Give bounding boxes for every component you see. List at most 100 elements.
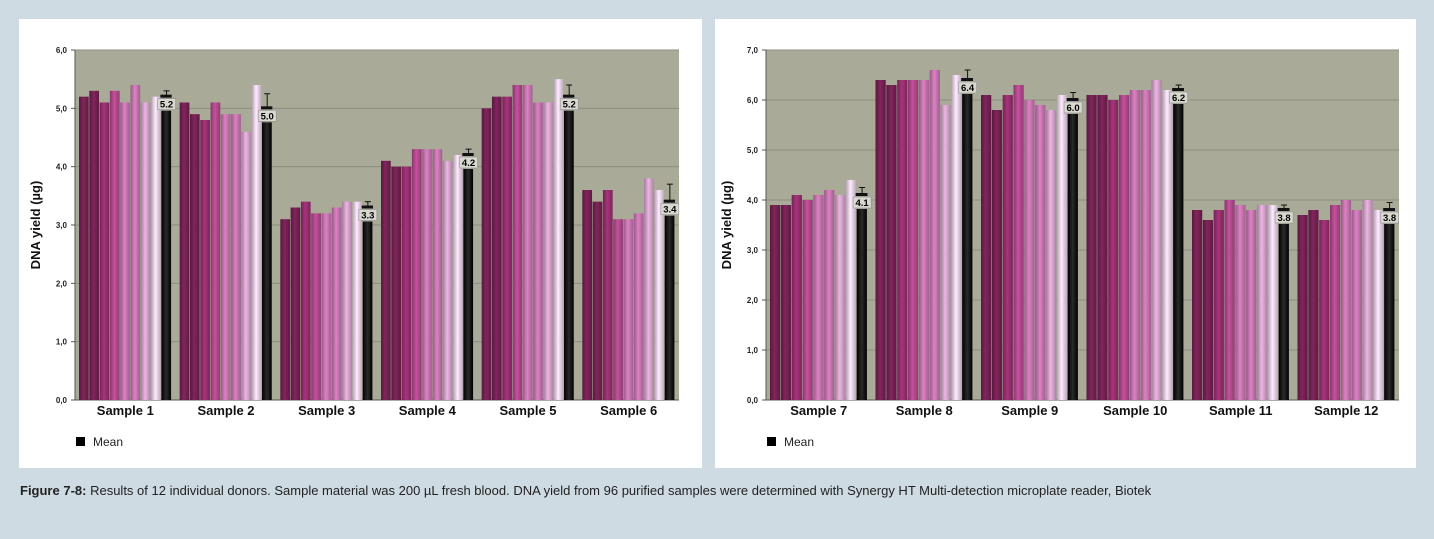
y-tick-label: 5,0: [56, 104, 68, 113]
donor-bar: [644, 178, 654, 400]
y-axis-label: DNA yield (µg): [719, 181, 734, 270]
mean-label: 5.2: [563, 100, 576, 111]
donor-bar: [1202, 220, 1214, 400]
x-tick-label: Sample 4: [399, 403, 457, 418]
donor-bar: [189, 114, 200, 401]
donor-bar: [422, 149, 432, 400]
donor-bar: [290, 207, 301, 400]
donor-bar: [940, 105, 951, 400]
y-tick-label: 3,0: [747, 246, 759, 255]
mean-marker: [663, 199, 675, 203]
mean-label: 5.2: [160, 100, 173, 111]
mean-marker: [961, 78, 973, 81]
mean-marker: [462, 153, 474, 156]
chart-panel-right: 0,0 1,0 2,0 3,0 4,0 5,0 6,0 7,0 DNA yield (µg) 4.…: [715, 19, 1416, 468]
donor-bar: [951, 75, 962, 400]
donor-bar: [770, 205, 781, 400]
donor-bar: [179, 102, 190, 400]
donor-bar: [623, 219, 634, 400]
donor-bar: [802, 200, 813, 400]
donor-bar: [1373, 210, 1384, 400]
mean-marker: [160, 94, 172, 98]
donor-bar: [791, 195, 802, 400]
mean-label-box: [958, 81, 977, 94]
donor-bar: [522, 85, 533, 400]
donor-bar: [1086, 95, 1097, 400]
y-tick-label: 7,0: [747, 46, 759, 55]
donor-bar: [453, 155, 463, 400]
donor-bar: [311, 213, 321, 400]
y-tick-label: 6,0: [56, 46, 68, 55]
y-tick-label: 0,0: [747, 396, 759, 405]
x-tick-label: Sample 1: [97, 403, 154, 418]
donor-bar: [1319, 220, 1330, 400]
figure-caption-label: Figure 7-8:: [20, 483, 87, 498]
donor-bar: [432, 149, 443, 400]
donor-bar: [1129, 90, 1141, 400]
mean-marker: [1066, 98, 1079, 101]
donor-bar: [1351, 210, 1362, 400]
donor-bar: [553, 79, 564, 401]
mean-label: 4.1: [855, 198, 869, 209]
donor-bar: [1330, 205, 1341, 400]
mean-label: 6.4: [961, 83, 975, 94]
mean-bar: [1173, 104, 1184, 400]
x-tick-label: Sample 5: [499, 403, 556, 418]
donor-bar: [1140, 90, 1151, 400]
mean-label-box: [358, 209, 378, 221]
donor-bar: [824, 190, 835, 400]
chart-right: 0,0 1,0 2,0 3,0 4,0 5,0 6,0 7,0 DNA yield (µg) 4.…: [719, 46, 1399, 449]
donor-bar: [79, 96, 89, 401]
mean-label-box: [660, 203, 680, 215]
mean-marker: [261, 106, 273, 110]
mean-bar: [1384, 224, 1395, 400]
figure-caption-text: Results of 12 individual donors. Sample …: [86, 483, 1152, 498]
mean-bar: [362, 221, 373, 400]
mean-label: 6.0: [1066, 103, 1079, 114]
mean-label-box: [1063, 101, 1083, 114]
donor-bar: [1297, 215, 1308, 400]
donor-bar: [1056, 95, 1068, 400]
donor-bar: [331, 207, 342, 400]
mean-label-box: [559, 98, 579, 110]
donor-bar: [582, 190, 593, 400]
mean-label: 3.3: [361, 211, 374, 222]
donor-bar: [602, 190, 613, 400]
donor-bar: [391, 166, 401, 400]
donor-bar: [89, 90, 99, 400]
legend-swatch: [76, 437, 85, 446]
y-tick-label: 3,0: [56, 221, 68, 230]
donor-bar: [200, 120, 210, 400]
mean-bar: [161, 110, 172, 401]
donor-bar: [543, 102, 554, 400]
donor-bar: [231, 114, 241, 401]
donor-bar: [1224, 200, 1235, 400]
donor-bar: [991, 110, 1003, 400]
donor-bar: [533, 102, 543, 400]
mean-label-box: [1169, 91, 1188, 104]
y-tick-label: 6,0: [747, 96, 759, 105]
donor-bar: [875, 80, 886, 400]
x-tick-label: Sample 8: [896, 403, 953, 418]
donor-bar: [1246, 210, 1257, 400]
donor-bar: [342, 201, 352, 400]
legend-swatch: [767, 437, 776, 446]
donor-bar: [886, 85, 897, 400]
mean-label: 3.8: [1383, 213, 1396, 224]
mean-bar: [1278, 224, 1289, 400]
donor-bar: [401, 166, 412, 400]
donor-bar: [654, 190, 665, 400]
x-tick-label: Sample 7: [790, 403, 847, 418]
mean-marker: [1277, 208, 1290, 211]
donor-bar: [1024, 100, 1035, 400]
mean-label: 3.8: [1277, 213, 1290, 224]
y-tick-label: 2,0: [56, 279, 68, 288]
plot-area: [766, 50, 1399, 400]
chart-panel-left: 0,0 1,0 2,0 3,0 4,0 5,0 6,0 DNA yield (µg) 5.2 Sa…: [19, 19, 702, 468]
donor-bar: [411, 149, 422, 400]
donor-bar: [1119, 95, 1130, 400]
mean-label-box: [157, 98, 176, 110]
y-tick-label: 2,0: [747, 296, 759, 305]
donor-bar: [151, 96, 161, 401]
x-tick-label: Sample 3: [298, 403, 355, 418]
